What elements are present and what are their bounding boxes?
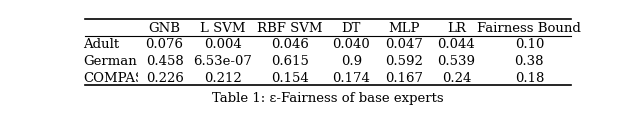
Text: Table 1: ε-Fairness of base experts: Table 1: ε-Fairness of base experts — [212, 92, 444, 104]
